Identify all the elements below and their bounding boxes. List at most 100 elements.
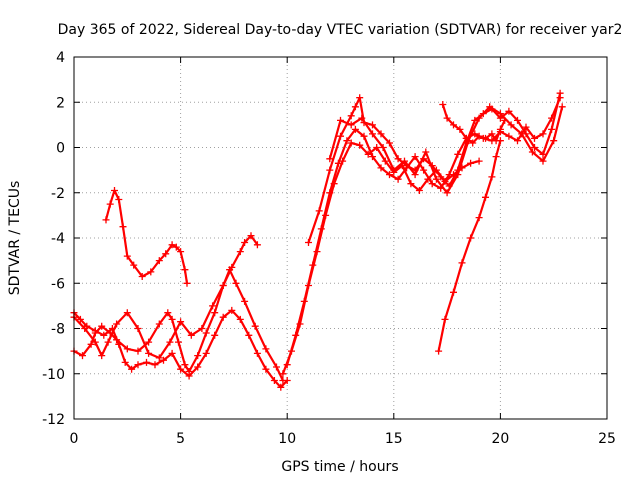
data-point: [507, 121, 515, 129]
data-point: [76, 315, 84, 323]
data-point: [496, 125, 504, 133]
data-point: [450, 288, 457, 296]
data-point: [181, 361, 189, 369]
data-point: [475, 214, 483, 222]
data-point: [100, 331, 108, 339]
data-point: [432, 175, 440, 183]
data-point: [415, 187, 423, 194]
data-point: [187, 331, 195, 339]
data-point: [106, 200, 114, 208]
series-line: [104, 189, 189, 285]
x-tick-label: 25: [598, 431, 616, 447]
data-point: [177, 365, 185, 373]
data-point: [228, 306, 236, 314]
data-point: [337, 116, 344, 124]
data-point: [347, 112, 355, 120]
data-point: [160, 356, 167, 364]
data-point: [98, 322, 106, 330]
data-point: [531, 144, 538, 151]
data-point: [411, 171, 419, 179]
data-point: [123, 309, 131, 317]
data-point: [236, 248, 244, 256]
data-point: [518, 130, 526, 138]
data-point: [226, 266, 234, 274]
data-point: [351, 103, 359, 111]
data-point: [245, 331, 253, 339]
data-point: [496, 110, 504, 118]
data-point: [241, 239, 249, 246]
data-point: [358, 114, 366, 122]
data-point: [492, 153, 500, 161]
data-point: [134, 361, 142, 369]
data-point: [134, 347, 142, 355]
data-point: [251, 322, 259, 330]
data-point: [450, 121, 457, 129]
data-point: [334, 159, 342, 167]
data-point: [145, 338, 153, 346]
data-point: [369, 130, 376, 138]
series-arc-4: [70, 266, 287, 384]
data-point: [558, 103, 566, 111]
y-tick-label: 0: [56, 141, 65, 157]
series-arc-6: [283, 94, 564, 369]
data-point: [155, 354, 163, 362]
data-point: [183, 279, 191, 287]
data-point: [151, 361, 159, 369]
data-point: [343, 137, 351, 145]
data-point: [428, 180, 436, 188]
data-point: [488, 130, 496, 138]
x-tick-label: 5: [176, 431, 185, 447]
data-point: [475, 157, 483, 165]
data-point: [177, 248, 185, 256]
data-point: [467, 234, 475, 242]
data-point: [501, 116, 509, 124]
data-point: [360, 132, 368, 140]
data-point: [377, 164, 385, 172]
data-point: [369, 121, 376, 129]
y-tick-label: -6: [51, 276, 65, 292]
data-point: [539, 157, 547, 165]
data-point: [356, 94, 364, 102]
y-tick-label: -12: [42, 412, 65, 428]
data-point: [119, 223, 127, 231]
data-point: [168, 349, 176, 357]
y-tick-label: 4: [56, 50, 65, 66]
series-arc-10: [435, 137, 504, 355]
data-point: [175, 338, 182, 346]
data-point: [315, 207, 323, 215]
data-point: [147, 268, 155, 276]
data-point: [454, 171, 462, 179]
data-point: [369, 153, 376, 161]
data-point: [522, 123, 530, 131]
data-point: [262, 365, 270, 373]
data-point: [104, 338, 112, 346]
data-point: [390, 166, 398, 174]
data-point: [531, 134, 538, 142]
data-point: [270, 377, 278, 384]
y-tick-labels: -12 -10 -8 -6 -4 -2 0 2 4: [42, 50, 65, 428]
data-point: [98, 352, 106, 360]
data-point: [326, 166, 334, 174]
data-point: [550, 137, 558, 145]
series-arc-1: [102, 187, 191, 287]
data-point: [317, 225, 325, 233]
data-point: [209, 302, 217, 310]
data-point: [347, 121, 355, 129]
x-tick-label: 0: [70, 431, 79, 447]
data-point: [168, 241, 176, 249]
data-point: [115, 196, 123, 203]
data-point: [177, 318, 185, 326]
data-point: [514, 137, 521, 145]
data-point: [401, 157, 408, 165]
data-point: [79, 352, 86, 360]
data-series: [70, 89, 566, 391]
data-point: [439, 101, 447, 108]
data-point: [347, 139, 355, 147]
data-point: [91, 329, 99, 337]
chart-title: Day 365 of 2022, Sidereal Day-to-day VTE…: [58, 22, 623, 38]
data-point: [411, 153, 419, 161]
data-point: [164, 309, 172, 317]
data-point: [377, 130, 385, 138]
data-point: [437, 173, 445, 181]
data-point: [443, 189, 451, 197]
